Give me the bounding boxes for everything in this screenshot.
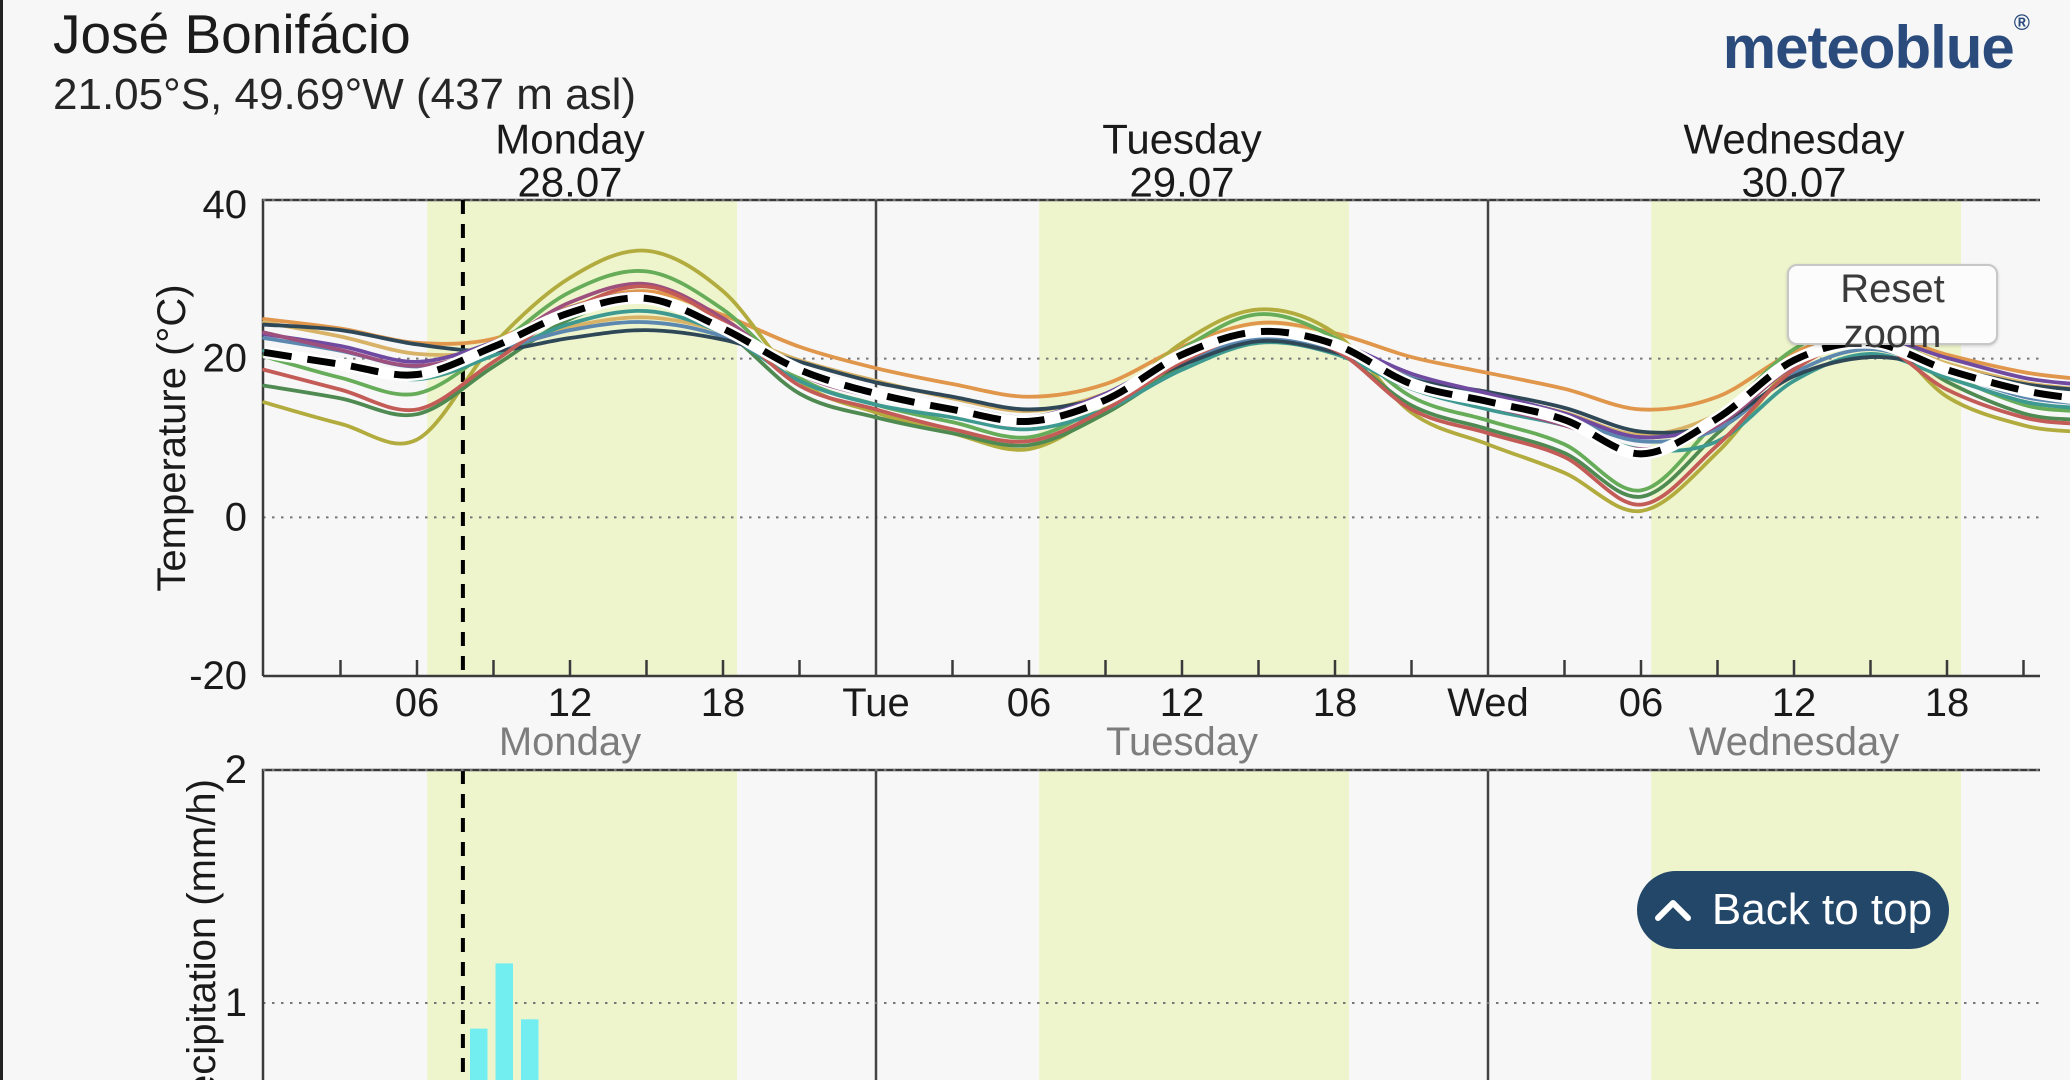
back-to-top-button[interactable]: Back to top (1637, 871, 1949, 949)
daylight-band (1039, 770, 1350, 1080)
reset-zoom-button[interactable]: Reset zoom (1787, 264, 1998, 356)
series-line-teal (262, 308, 2070, 453)
temp-y-tick-label: 20 (203, 337, 248, 381)
precip-bar (470, 1028, 488, 1080)
location-coordinates: 21.05°S, 49.69°W (437 m asl) (53, 70, 637, 119)
x-tick-label: 06 (1007, 681, 1052, 725)
precip-y-tick-label: 1 (225, 981, 247, 1025)
precip-axis-title: Precipitation (mm/h) (180, 779, 224, 1080)
x-tick-label: Tue (842, 681, 909, 725)
day-header-date: 30.07 (1741, 159, 1846, 206)
page-title: José Bonifácio (53, 3, 411, 65)
day-name-label: Monday (499, 720, 641, 764)
x-tick-label: 06 (395, 681, 440, 725)
day-header-name: Wednesday (1683, 116, 1904, 163)
meteoblue-logo[interactable]: meteoblue® (1723, 10, 2030, 82)
x-tick-label: 12 (1772, 681, 1817, 725)
precip-y-tick-label: 2 (225, 748, 247, 792)
day-name-label: Wednesday (1689, 720, 1900, 764)
window-left-edge (0, 0, 3, 1080)
day-header-date: 28.07 (517, 159, 622, 206)
daylight-band (427, 770, 738, 1080)
x-tick-label: 12 (548, 681, 593, 725)
temp-y-tick-label: -20 (189, 654, 247, 698)
x-tick-label: 18 (1925, 681, 1970, 725)
day-name-label: Tuesday (1106, 720, 1258, 764)
day-header-date: 29.07 (1129, 159, 1234, 206)
day-header-name: Monday (495, 116, 644, 163)
back-to-top-label: Back to top (1711, 885, 1933, 934)
series-line-dark-slate (262, 322, 2070, 435)
registered-mark-icon: ® (2013, 10, 2030, 35)
precip-bar (495, 963, 513, 1080)
daylight-band (1039, 200, 1350, 676)
day-header-name: Tuesday (1102, 116, 1262, 163)
x-tick-label: Wed (1447, 681, 1529, 725)
temp-y-tick-label: 40 (203, 183, 248, 227)
x-tick-label: 12 (1160, 681, 1205, 725)
x-tick-label: 06 (1619, 681, 1664, 725)
temp-y-tick-label: 0 (225, 495, 247, 539)
daylight-band (427, 200, 738, 676)
series-line-mean-dashed (263, 294, 2070, 458)
temp-axis-title: Temperature (°C) (150, 284, 194, 591)
x-tick-label: 18 (1313, 681, 1358, 725)
chevron-up-icon (1654, 900, 1691, 921)
precip-bar (521, 1019, 539, 1080)
logo-text: meteoblue (1722, 14, 2015, 81)
x-tick-label: 18 (701, 681, 746, 725)
